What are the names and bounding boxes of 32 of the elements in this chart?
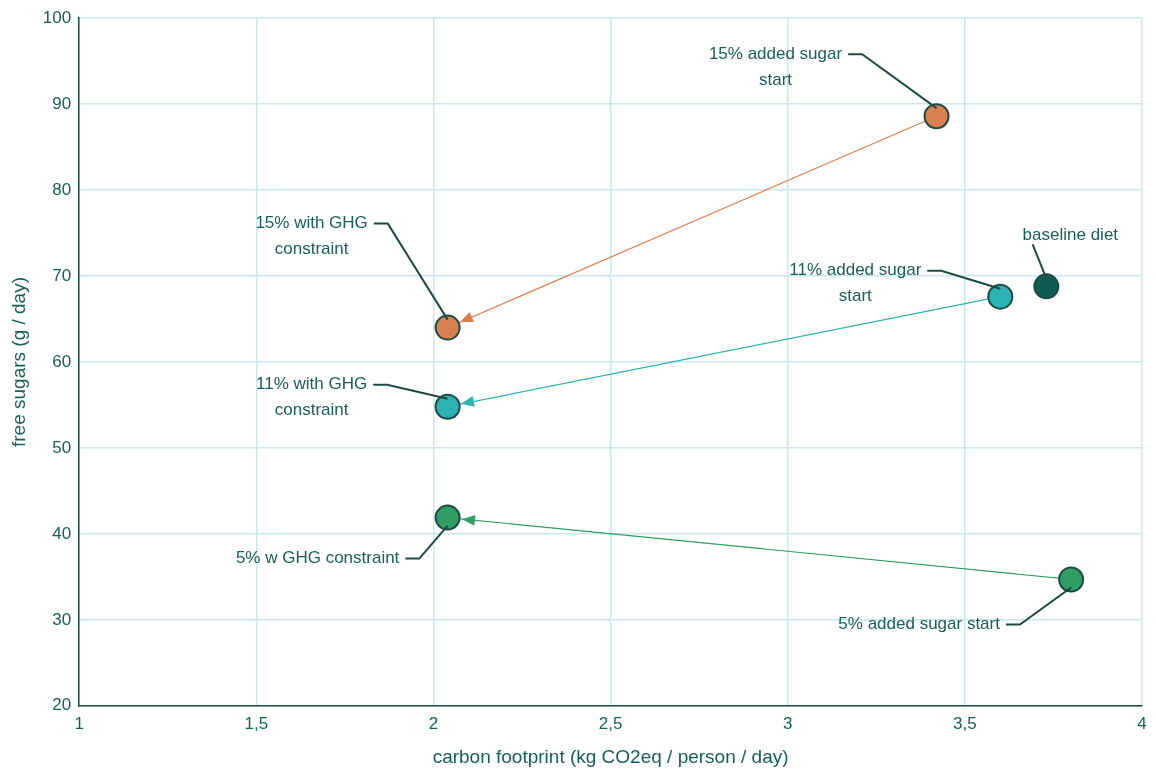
point [434, 504, 461, 531]
y-tick-label: 50 [52, 437, 72, 457]
point [987, 283, 1014, 310]
annotation: 5% w GHG constraint [235, 548, 400, 568]
x-tick-label: 1,5 [244, 713, 269, 733]
y-tick-label: 60 [52, 351, 72, 371]
point [1058, 566, 1085, 593]
point [434, 393, 461, 420]
annotation: 15% added sugar start [708, 43, 843, 89]
y-tick-label: 30 [52, 609, 72, 629]
y-tick-label: 80 [52, 179, 72, 199]
x-tick-label: 3,5 [953, 713, 977, 733]
point [434, 314, 461, 341]
x-tick-label: 4 [1137, 713, 1147, 733]
annotation: 5% added sugar start [838, 614, 1001, 634]
y-axis-title: free sugars (g / day) [7, 276, 29, 448]
x-tick-label: 3 [782, 713, 793, 733]
x-axis-title: carbon footprint (kg CO2eq / person / day) [432, 745, 789, 767]
y-tick-label: 90 [52, 93, 72, 113]
x-tick-label: 2 [428, 713, 439, 733]
point [923, 103, 950, 130]
annotation: 11% with GHG constraint [256, 374, 368, 420]
y-tick-label: 20 [52, 695, 72, 715]
y-tick-label: 40 [52, 523, 72, 543]
annotation: 11% added sugar start [789, 260, 922, 306]
annotation: 15% with GHG constraint [255, 213, 368, 259]
x-tick-label: 1 [74, 713, 84, 733]
y-tick-label: 100 [42, 7, 72, 27]
point [1033, 273, 1060, 300]
annotation: baseline diet [1022, 225, 1119, 245]
y-tick-label: 70 [52, 265, 72, 285]
x-tick-label: 2,5 [598, 713, 623, 733]
